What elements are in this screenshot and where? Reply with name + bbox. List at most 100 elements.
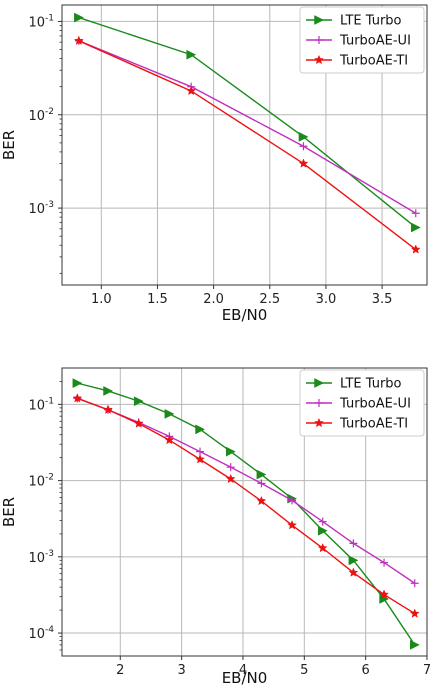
y-tick-label: 10-1	[28, 13, 54, 30]
legend-entry-turboae-ti: TurboAE-TI	[306, 54, 408, 69]
data-point-lte-turbo	[186, 49, 197, 60]
data-point-turboae-ui	[257, 479, 266, 488]
data-point-turboae-ti	[379, 589, 389, 599]
data-point-turboae-ti	[186, 85, 197, 96]
legend-entry-lte-turbo: LTE Turbo	[306, 14, 402, 29]
data-point-turboae-ti	[256, 495, 267, 506]
data-point-turboae-ti	[410, 244, 421, 254]
series-line-turboae-ti	[78, 40, 417, 251]
data-point-turboae-ti	[164, 434, 175, 445]
y-axis-label: BER	[0, 130, 18, 160]
legend-marker	[314, 15, 325, 25]
data-point-lte-turbo	[348, 555, 359, 566]
legend-marker	[315, 399, 323, 407]
legend-marker	[314, 378, 325, 388]
x-axis-label: EB/N0	[222, 669, 268, 687]
ber-chart-bottom: 2 3 4 5 6 7 10-1 10-2 10-3 10-4 EB/N0 BER LTE Turbo T…	[0, 367, 431, 687]
legend-box	[299, 6, 425, 74]
y-axis-label: BER	[0, 497, 18, 527]
data-point-lte-turbo	[103, 386, 114, 396]
data-point-turboae-ti	[348, 567, 359, 577]
legend: LTE Turbo TurboAE-UI TurboAE-TI	[299, 6, 425, 74]
data-point-lte-turbo	[133, 396, 144, 407]
x-tick-label: 7	[423, 663, 431, 678]
plot-frame	[61, 4, 428, 286]
legend-label: TurboAE-TI	[339, 54, 408, 69]
plot-frame	[61, 367, 428, 657]
legend-label: TurboAE-UI	[339, 397, 411, 412]
data-point-turboae-ui	[410, 579, 419, 588]
data-point-turboae-ui	[226, 463, 235, 472]
data-point-lte-turbo	[411, 222, 421, 233]
x-tick-label: 3	[177, 663, 185, 678]
y-tick-label: 10-4	[28, 625, 54, 642]
data-point-turboae-ti	[409, 608, 420, 618]
data-point-turboae-ui	[380, 558, 389, 567]
y-tick-label: 10-3	[28, 200, 54, 217]
x-axis-label: EB/N0	[222, 306, 268, 324]
legend-entry-turboae-ui: TurboAE-UI	[306, 397, 411, 412]
y-tick-label: 10-2	[28, 107, 54, 124]
x-tick-label: 2.5	[259, 292, 280, 307]
series-line-turboae-ui	[78, 40, 417, 214]
x-tick-label: 6	[362, 663, 370, 678]
x-tick-label: 5	[300, 663, 308, 678]
legend: LTE Turbo TurboAE-UI TurboAE-TI	[299, 369, 425, 437]
data-point-turboae-ti	[298, 158, 309, 168]
data-point-lte-turbo	[409, 639, 420, 650]
data-point-lte-turbo	[74, 12, 84, 23]
series-turboae-ti	[72, 393, 420, 618]
data-point-lte-turbo	[164, 408, 175, 419]
legend-entry-lte-turbo: LTE Turbo	[306, 377, 402, 392]
data-point-turboae-ti	[103, 404, 113, 414]
y-tick-label: 10-2	[28, 473, 54, 490]
data-point-turboae-ti	[133, 418, 144, 428]
legend-entry-turboae-ui: TurboAE-UI	[306, 34, 411, 49]
data-point-turboae-ui	[299, 142, 308, 151]
series-line-lte-turbo	[77, 382, 416, 646]
data-point-turboae-ti	[72, 393, 83, 403]
series-turboae-ui	[74, 36, 420, 218]
y-tick-label: 10-3	[28, 549, 54, 566]
data-point-turboae-ui	[288, 496, 297, 505]
series-line-turboae-ui	[77, 397, 416, 584]
y-tick-label: 10-1	[28, 396, 54, 413]
x-tick-label: 3.5	[372, 292, 393, 307]
legend-marker	[314, 417, 324, 428]
data-point-turboae-ti	[73, 35, 84, 45]
series-line-lte-turbo	[78, 16, 417, 229]
x-tick-label: 4	[239, 663, 247, 678]
legend-marker	[315, 36, 323, 44]
data-point-turboae-ti	[195, 454, 205, 464]
legend-label: TurboAE-UI	[339, 34, 411, 49]
ber-chart-top: 1.0 1.5 2.0 2.5 3.0 3.5 10-1 10-2 10-3 EB/N0 BER LT…	[0, 4, 428, 324]
data-point-lte-turbo	[225, 446, 236, 457]
legend-marker	[314, 54, 324, 65]
legend-label: TurboAE-TI	[339, 417, 408, 432]
data-point-turboae-ui	[411, 209, 420, 218]
data-point-turboae-ti	[287, 520, 297, 530]
series-lte-turbo	[74, 12, 421, 233]
data-point-turboae-ti	[225, 473, 236, 484]
data-point-turboae-ti	[317, 542, 328, 553]
data-point-lte-turbo	[317, 525, 328, 536]
data-point-lte-turbo	[298, 131, 309, 142]
legend-label: LTE Turbo	[340, 14, 402, 29]
series-lte-turbo	[72, 378, 420, 650]
data-point-lte-turbo	[256, 469, 267, 480]
data-point-lte-turbo	[195, 424, 206, 435]
x-tick-label: 3.0	[316, 292, 337, 307]
data-point-turboae-ui	[349, 539, 358, 548]
x-tick-label: 2.0	[203, 292, 224, 307]
legend-entry-turboae-ti: TurboAE-TI	[306, 417, 408, 432]
x-tick-label: 2	[116, 663, 124, 678]
x-tick-label: 1.5	[147, 292, 168, 307]
series-line-turboae-ti	[77, 397, 416, 615]
series-turboae-ti	[73, 35, 421, 254]
legend-label: LTE Turbo	[340, 377, 402, 392]
data-point-turboae-ui	[318, 517, 327, 526]
data-point-lte-turbo	[72, 378, 83, 389]
x-tick-label: 1.0	[91, 292, 112, 307]
legend-box	[299, 369, 425, 437]
